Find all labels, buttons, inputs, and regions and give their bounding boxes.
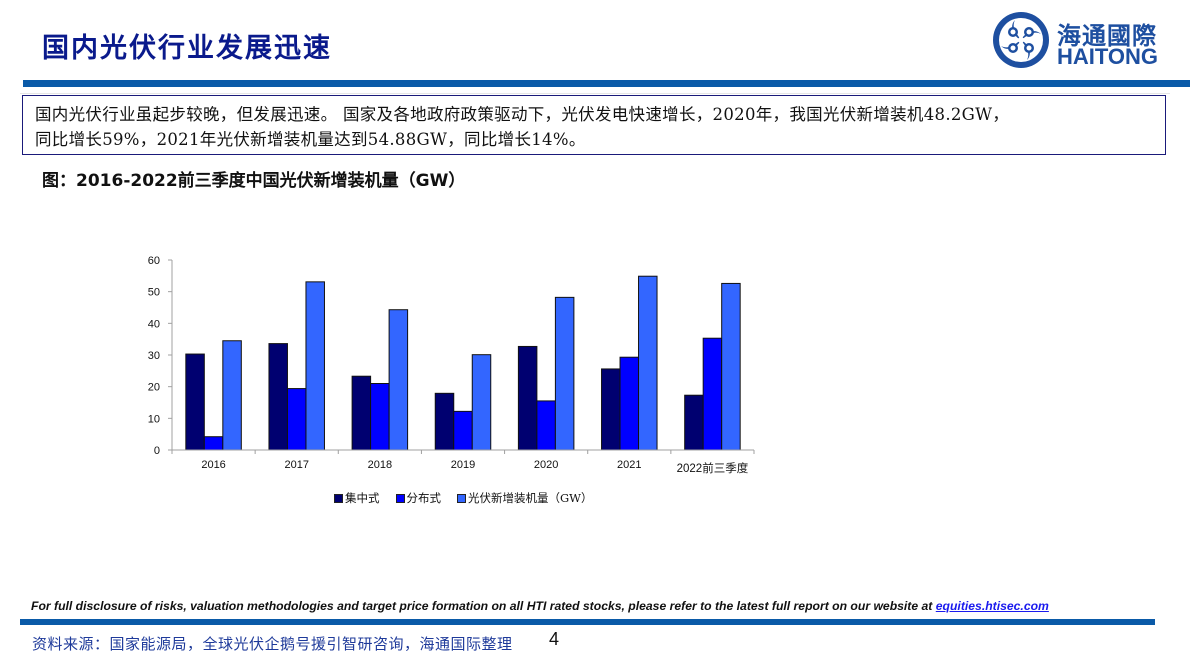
website-link[interactable]: equities.htisec.com xyxy=(935,599,1049,613)
x-tick-label: 2017 xyxy=(284,459,308,471)
x-tick-label: 2019 xyxy=(451,459,475,471)
bar xyxy=(684,394,704,451)
bar xyxy=(619,356,640,451)
bar xyxy=(601,368,621,451)
haitong-logo-icon xyxy=(993,12,1049,68)
x-tick-label: 2021 xyxy=(617,459,641,471)
bar xyxy=(702,337,723,451)
bar xyxy=(370,383,390,451)
bar xyxy=(453,410,473,451)
x-tick-label: 2020 xyxy=(534,459,558,471)
legend-label-distributed: 分布式 xyxy=(406,491,442,505)
legend-label-centralized: 集中式 xyxy=(345,491,380,505)
bar xyxy=(721,282,741,451)
disclosure-prefix: For full disclosure of risks, valuation … xyxy=(31,599,936,613)
bar xyxy=(268,343,288,451)
bar xyxy=(203,436,224,451)
bar xyxy=(351,375,372,451)
disclosure-text: For full disclosure of risks, valuation … xyxy=(31,599,1049,613)
summary-line-1: 国内光伏行业虽起步较晚，但发展迅速。 国家及各地政府政策驱动下，光伏发电快速增长… xyxy=(35,105,1010,124)
header-divider-shadow xyxy=(20,93,1170,94)
y-tick-label: 0 xyxy=(154,445,160,457)
y-tick-label: 10 xyxy=(148,413,160,425)
footer-divider xyxy=(20,619,1155,625)
legend-item-distributed: 分布式 xyxy=(395,490,442,506)
figure-caption: 图：2016-2022前三季度中国光伏新增装机量（GW） xyxy=(42,171,466,191)
x-tick-label: 2018 xyxy=(368,459,392,471)
legend-swatch-total xyxy=(457,493,466,503)
y-tick-label: 40 xyxy=(148,318,160,330)
bar xyxy=(471,354,492,451)
logo-chinese-text: 海通國際 xyxy=(1057,22,1157,50)
legend-swatch-centralized xyxy=(334,493,343,503)
haitong-logo: 海通國際 HAITONG xyxy=(991,10,1171,70)
y-tick-label: 30 xyxy=(148,350,160,362)
logo-english-text: HAITONG xyxy=(1057,44,1159,69)
x-tick-label: 2022前三季度 xyxy=(677,461,749,475)
bar xyxy=(536,400,556,451)
legend-item-total: 光伏新增装机量（GW） xyxy=(457,490,593,506)
bar xyxy=(222,340,242,451)
legend-label-total: 光伏新增装机量（GW） xyxy=(468,491,593,505)
bar xyxy=(185,353,205,451)
y-tick-label: 20 xyxy=(148,382,160,394)
bar xyxy=(305,281,325,451)
header-divider xyxy=(23,80,1190,87)
bar xyxy=(554,296,575,451)
bar xyxy=(517,345,538,451)
legend-swatch-distributed xyxy=(395,493,405,503)
summary-line-2: 同比增长59%，2021年光伏新增装机量达到54.88GW，同比增长14%。 xyxy=(35,130,586,149)
page-number: 4 xyxy=(549,629,560,649)
y-tick-label: 50 xyxy=(148,287,160,299)
y-tick-label: 60 xyxy=(148,255,160,267)
x-tick-label: 2016 xyxy=(201,459,225,471)
page-title: 国内光伏行业发展迅速 xyxy=(42,33,332,64)
data-source: 资料来源：国家能源局，全球光伏企鹅号援引智研咨询，海通国际整理 xyxy=(32,635,513,653)
chart-legend: 集中式 分布式 光伏新增装机量（GW） xyxy=(334,490,593,506)
legend-item-centralized: 集中式 xyxy=(334,490,380,506)
bar xyxy=(388,309,409,451)
summary-box: 国内光伏行业虽起步较晚，但发展迅速。 国家及各地政府政策驱动下，光伏发电快速增长… xyxy=(22,95,1166,155)
bar xyxy=(434,392,455,451)
bar xyxy=(286,388,307,451)
bar xyxy=(638,275,658,451)
